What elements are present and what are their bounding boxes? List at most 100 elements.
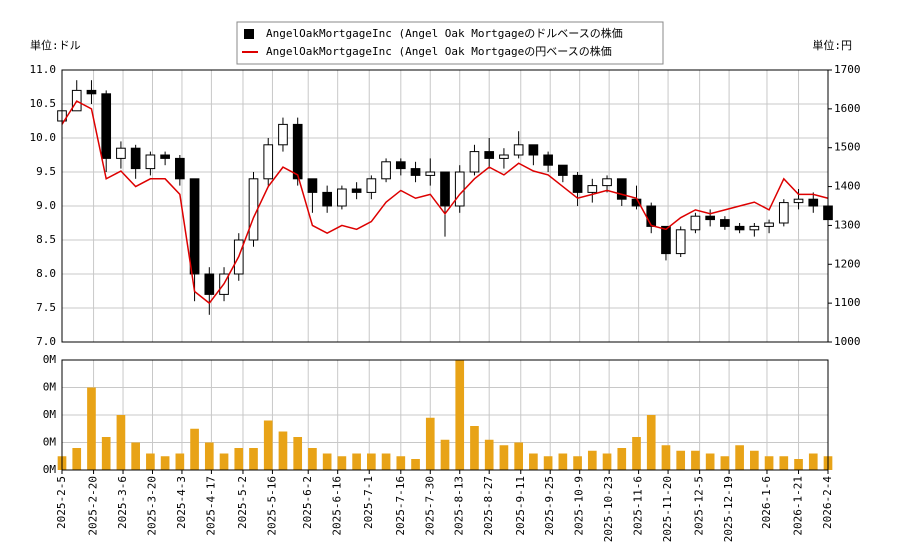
y-axis-label: 単位:ドル xyxy=(30,38,81,52)
y2-tick-label: 1000 xyxy=(834,335,861,348)
volume-bar xyxy=(808,453,818,470)
volume-bar xyxy=(543,456,553,470)
volume-bar xyxy=(234,448,244,470)
y2-tick-label: 1600 xyxy=(834,102,861,115)
candle-body xyxy=(572,174,583,193)
y2-tick-label: 1500 xyxy=(834,141,861,154)
volume-bar xyxy=(367,453,376,470)
y2-tick-label: 1200 xyxy=(834,257,861,270)
x-tick-label: 2025-7-1 xyxy=(362,476,375,529)
volume-frame xyxy=(61,359,829,471)
x-tick-label: 2025-10-23 xyxy=(602,476,615,542)
candle-body xyxy=(543,154,553,166)
volume-bar xyxy=(764,456,774,470)
volume-bar xyxy=(72,448,82,470)
volume-bar xyxy=(190,428,199,470)
volume-bar xyxy=(632,437,641,470)
y2-axis-label: 単位:円 xyxy=(812,38,852,52)
volume-bar xyxy=(219,453,229,470)
y-tick-label: 7.0 xyxy=(36,335,56,348)
candle-body xyxy=(558,164,568,176)
candle-body xyxy=(705,215,715,221)
y-tick-label: 10.0 xyxy=(30,131,57,144)
legend-label: AngelOakMortgageInc (Angel Oak Mortgageの… xyxy=(266,26,623,40)
candle-body xyxy=(337,188,347,207)
y-tick-label: 0M xyxy=(43,353,57,366)
volume-bar xyxy=(779,456,789,470)
volume-bar xyxy=(249,448,258,470)
volume-bar xyxy=(499,445,509,470)
y-tick-label: 8.0 xyxy=(36,267,56,280)
volume-bar xyxy=(337,456,347,470)
y-tick-label: 8.5 xyxy=(36,233,56,246)
candle-body xyxy=(322,191,332,207)
volume-bar xyxy=(661,445,671,470)
x-tick-label: 2025-7-16 xyxy=(394,476,407,536)
candle-body xyxy=(720,219,730,227)
volume-bar xyxy=(720,456,730,470)
volume-bar xyxy=(278,431,288,470)
volume-bar xyxy=(381,453,391,470)
volume-bar xyxy=(322,453,332,470)
y-tick-label: 0M xyxy=(43,463,57,476)
candle-body xyxy=(616,178,627,200)
y-tick-label: 7.5 xyxy=(36,301,56,314)
x-tick-label: 2025-2-5 xyxy=(55,476,68,529)
volume-bar xyxy=(146,453,155,470)
y-tick-label: 11.0 xyxy=(30,63,57,76)
volume-bar xyxy=(529,453,538,470)
volume-bar xyxy=(587,450,597,470)
candle-body xyxy=(793,198,804,204)
candle-body xyxy=(646,205,657,227)
y-tick-label: 0M xyxy=(43,408,57,421)
x-tick-label: 2025-4-17 xyxy=(204,476,217,536)
x-tick-label: 2025-5-2 xyxy=(236,476,249,529)
candle-body xyxy=(366,178,377,193)
candle-body xyxy=(381,161,391,180)
candle-body xyxy=(160,154,170,159)
volume-bar xyxy=(691,450,700,470)
candle-body xyxy=(145,154,156,170)
x-tick-label: 2025-6-16 xyxy=(331,476,344,536)
volume-bar xyxy=(735,445,744,470)
volume-bar xyxy=(750,450,759,470)
y2-tick-label: 1700 xyxy=(834,63,861,76)
candle-body xyxy=(675,229,686,255)
legend-label: AngelOakMortgageInc (Angel Oak Mortgageの… xyxy=(266,44,612,58)
price-frame xyxy=(61,69,829,343)
candle-body xyxy=(602,178,612,187)
candle-body xyxy=(292,123,303,180)
x-tick-label: 2026-2-4 xyxy=(821,476,834,529)
candle-body xyxy=(86,89,97,95)
candle-body xyxy=(395,161,406,170)
x-tick-label: 2025-4-3 xyxy=(175,476,188,529)
x-tick-label: 2025-10-9 xyxy=(573,476,586,536)
x-tick-label: 2025-7-30 xyxy=(423,476,436,536)
y-tick-label: 0M xyxy=(43,436,57,449)
volume-bar xyxy=(617,448,627,470)
volume-bar xyxy=(470,426,479,470)
x-tick-label: 2025-9-11 xyxy=(514,476,527,536)
volume-bar xyxy=(484,439,494,470)
candle-body xyxy=(484,151,495,159)
x-tick-label: 2025-12-19 xyxy=(722,476,735,542)
candle-body xyxy=(425,171,436,176)
volume-bar xyxy=(558,453,568,470)
candle-body xyxy=(101,93,112,159)
x-tick-label: 2025-6-2 xyxy=(301,476,314,529)
candle-body xyxy=(204,273,215,295)
candle-body xyxy=(248,178,259,241)
x-tick-label: 2025-11-6 xyxy=(632,476,645,536)
volume-bar xyxy=(705,453,715,470)
legend-swatch xyxy=(244,29,254,39)
legend-box xyxy=(236,21,664,65)
volume-bar xyxy=(396,456,406,470)
x-tick-label: 2025-3-6 xyxy=(116,476,129,529)
candle-body xyxy=(263,144,274,180)
x-tick-label: 2025-5-16 xyxy=(265,476,278,536)
candle-body xyxy=(661,225,671,255)
volume-bar xyxy=(131,442,140,470)
y-tick-label: 9.5 xyxy=(36,165,56,178)
candle-body xyxy=(749,225,760,231)
volume-bar xyxy=(87,387,96,470)
